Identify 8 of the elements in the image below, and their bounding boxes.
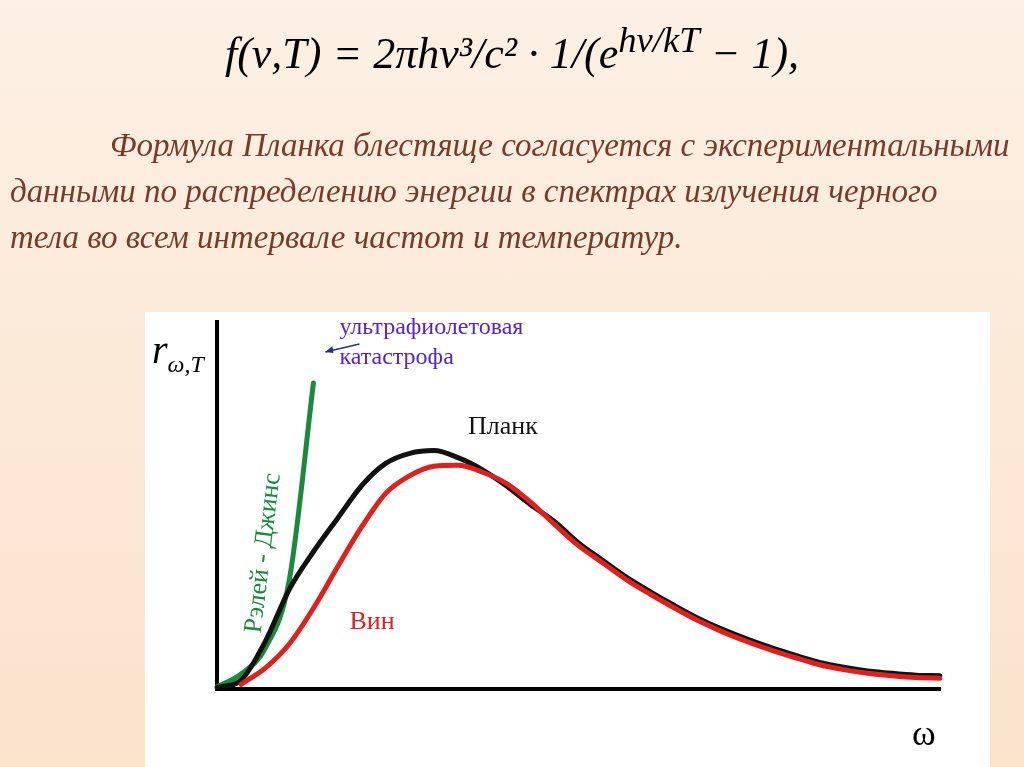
x-axis-title: ω	[912, 712, 936, 754]
series-label: Планк	[468, 411, 539, 441]
text: Рэлей - Джинс	[237, 471, 286, 635]
chart-subtitle: Формула Планка блестяще согласуется с экспериментальными данными по распределению энергии в спектрах излучения черного тела во всем интервале частот и температур.	[10, 126, 1010, 257]
series-label: Вин	[349, 605, 395, 635]
chart-title: f(ν,T) = 2πhν³/c² · 1/(e$^{hν/kT}$ − 1),	[223, 18, 801, 79]
y-axis-title: r$_{ω,T}$	[152, 326, 204, 378]
text: ультрафиолетовая катастрофа	[339, 313, 524, 370]
